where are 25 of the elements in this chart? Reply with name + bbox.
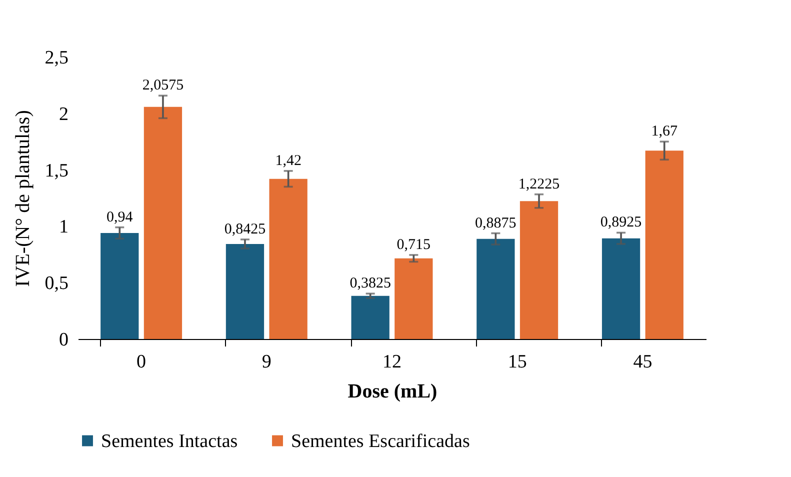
data-label: 2,0575: [142, 78, 184, 94]
data-label: 0,8925: [600, 214, 642, 231]
y-axis-title: IVE-(N° de plantulas): [12, 110, 34, 287]
y-tick-label: 0,5: [44, 273, 68, 294]
data-label: 0,8875: [475, 215, 516, 232]
y-tick-label: 2: [59, 104, 68, 125]
data-label: 0,8425: [224, 221, 266, 238]
y-tick-label: 1: [59, 216, 68, 238]
x-tick-label: 45: [633, 352, 652, 372]
data-label: 0,715: [396, 236, 431, 253]
y-tick-label: 0: [59, 330, 68, 350]
x-axis-title: Dose (mL): [348, 380, 438, 402]
data-label: 1,42: [275, 152, 302, 169]
data-label: 0,94: [106, 209, 134, 226]
y-tick-label: 1,5: [44, 160, 68, 182]
data-label: 1,67: [651, 124, 678, 140]
data-label: 0,3825: [350, 276, 391, 292]
data-label: 1,2225: [518, 176, 560, 192]
legend-label: Sementes Intactas: [101, 430, 238, 452]
x-tick-label: 12: [382, 352, 402, 372]
x-tick-label: 15: [508, 352, 527, 372]
y-tick-label: 2,5: [44, 48, 68, 68]
x-tick-label: 9: [262, 352, 272, 372]
legend-label: Sementes Escarificadas: [291, 430, 470, 452]
x-tick-label: 0: [136, 352, 146, 372]
